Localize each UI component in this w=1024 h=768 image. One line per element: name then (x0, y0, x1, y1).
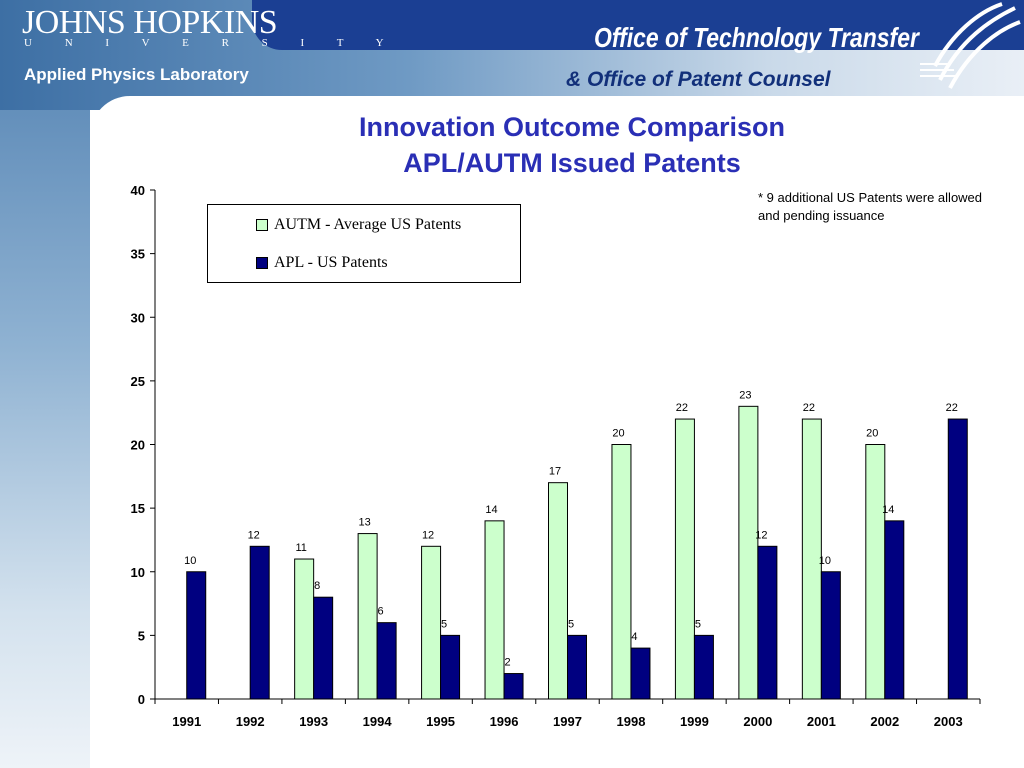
x-tick-label: 1999 (680, 714, 709, 729)
x-tick-label: 1992 (236, 714, 265, 729)
data-label-apl: 6 (378, 606, 384, 618)
bar-autm (548, 482, 568, 700)
data-label-autm: 22 (676, 402, 688, 414)
y-tick-label: 20 (131, 438, 145, 453)
university-word: U N I V E R S I T Y (24, 37, 399, 49)
data-label-apl: 8 (314, 580, 320, 592)
y-tick-label: 25 (131, 374, 145, 389)
office-title: Office of Technology Transfer (594, 22, 919, 53)
data-label-apl: 10 (819, 555, 831, 567)
bar-autm (865, 444, 886, 700)
data-label-apl: 12 (248, 529, 260, 541)
data-label-autm: 22 (803, 402, 815, 414)
bar-autm (674, 418, 695, 700)
lab-name: Applied Physics Laboratory (24, 65, 249, 84)
data-label-autm: 20 (866, 428, 878, 440)
bar-apl (947, 418, 968, 700)
bar-apl (313, 596, 334, 700)
bar-autm (421, 545, 442, 700)
bar-apl (186, 571, 207, 700)
x-tick-label: 1996 (490, 714, 519, 729)
x-tick-label: 1995 (426, 714, 455, 729)
legend-swatch-autm (256, 219, 268, 231)
legend-item-autm: AUTM - Average US Patents (256, 216, 461, 234)
legend-label-autm: AUTM - Average US Patents (274, 216, 462, 233)
y-tick-label: 30 (131, 310, 145, 325)
y-tick-label: 10 (131, 565, 145, 580)
data-label-autm: 11 (295, 542, 306, 554)
bar-autm (801, 418, 822, 700)
left-band (0, 0, 90, 768)
bar-apl (884, 520, 905, 700)
bar-apl (249, 545, 270, 700)
bar-apl (757, 545, 778, 700)
data-label-autm: 12 (422, 529, 434, 541)
y-tick-label: 5 (138, 628, 145, 643)
x-tick-label: 1994 (363, 714, 393, 729)
bar-autm (484, 520, 505, 700)
bar-apl (440, 634, 461, 700)
x-tick-label: 2003 (934, 714, 963, 729)
university-name: JOHNS HOPKINS (22, 4, 278, 41)
bar-autm (738, 405, 759, 700)
data-label-apl: 22 (946, 402, 958, 414)
bar-autm (294, 558, 315, 700)
data-label-apl: 14 (882, 504, 894, 516)
y-tick-label: 15 (131, 501, 145, 516)
data-label-autm: 14 (485, 504, 497, 516)
legend-item-apl: APL - US Patents (256, 254, 388, 272)
bar-apl (693, 634, 714, 700)
bar-apl (376, 622, 397, 700)
legend-label-apl: APL - US Patents (274, 254, 388, 271)
data-label-apl: 10 (184, 555, 196, 567)
data-label-apl: 5 (695, 618, 701, 630)
data-label-apl: 12 (755, 529, 767, 541)
chart-title: Innovation Outcome Comparison (358, 112, 786, 142)
office-subtitle: & Office of Patent Counsel (566, 68, 831, 91)
chart-subtitle: APL/AUTM Issued Patents (403, 148, 741, 178)
bar-apl (503, 673, 524, 700)
data-label-autm: 17 (549, 466, 561, 478)
x-tick-label: 1993 (299, 714, 328, 729)
x-tick-label: 2002 (870, 714, 899, 729)
globe-logo-icon (920, 2, 1021, 89)
bar-apl (630, 647, 651, 700)
legend-swatch-apl (256, 257, 268, 269)
chart-annotation: * 9 additional US Patents were allowed a… (758, 190, 983, 223)
y-tick-label: 35 (131, 247, 145, 262)
x-tick-label: 2001 (807, 714, 836, 729)
bar-autm (611, 444, 632, 700)
x-tick-label: 2000 (743, 714, 772, 729)
chart-legend: AUTM - Average US Patents APL - US Paten… (207, 204, 521, 283)
bar-apl (820, 571, 841, 700)
y-tick-label: 40 (131, 183, 145, 198)
data-label-apl: 2 (504, 657, 510, 669)
bar-autm (357, 533, 378, 700)
x-tick-label: 1998 (617, 714, 646, 729)
x-tick-label: 1991 (172, 714, 201, 729)
data-label-apl: 4 (631, 631, 637, 643)
x-tick-label: 1997 (553, 714, 582, 729)
y-tick-label: 0 (138, 692, 145, 707)
data-label-apl: 5 (568, 618, 574, 630)
bar-apl (567, 634, 587, 700)
data-label-autm: 13 (358, 517, 370, 529)
data-label-autm: 23 (739, 389, 751, 401)
header-blue-bar (252, 0, 1024, 50)
data-label-apl: 5 (441, 618, 447, 630)
data-label-autm: 20 (612, 428, 624, 440)
